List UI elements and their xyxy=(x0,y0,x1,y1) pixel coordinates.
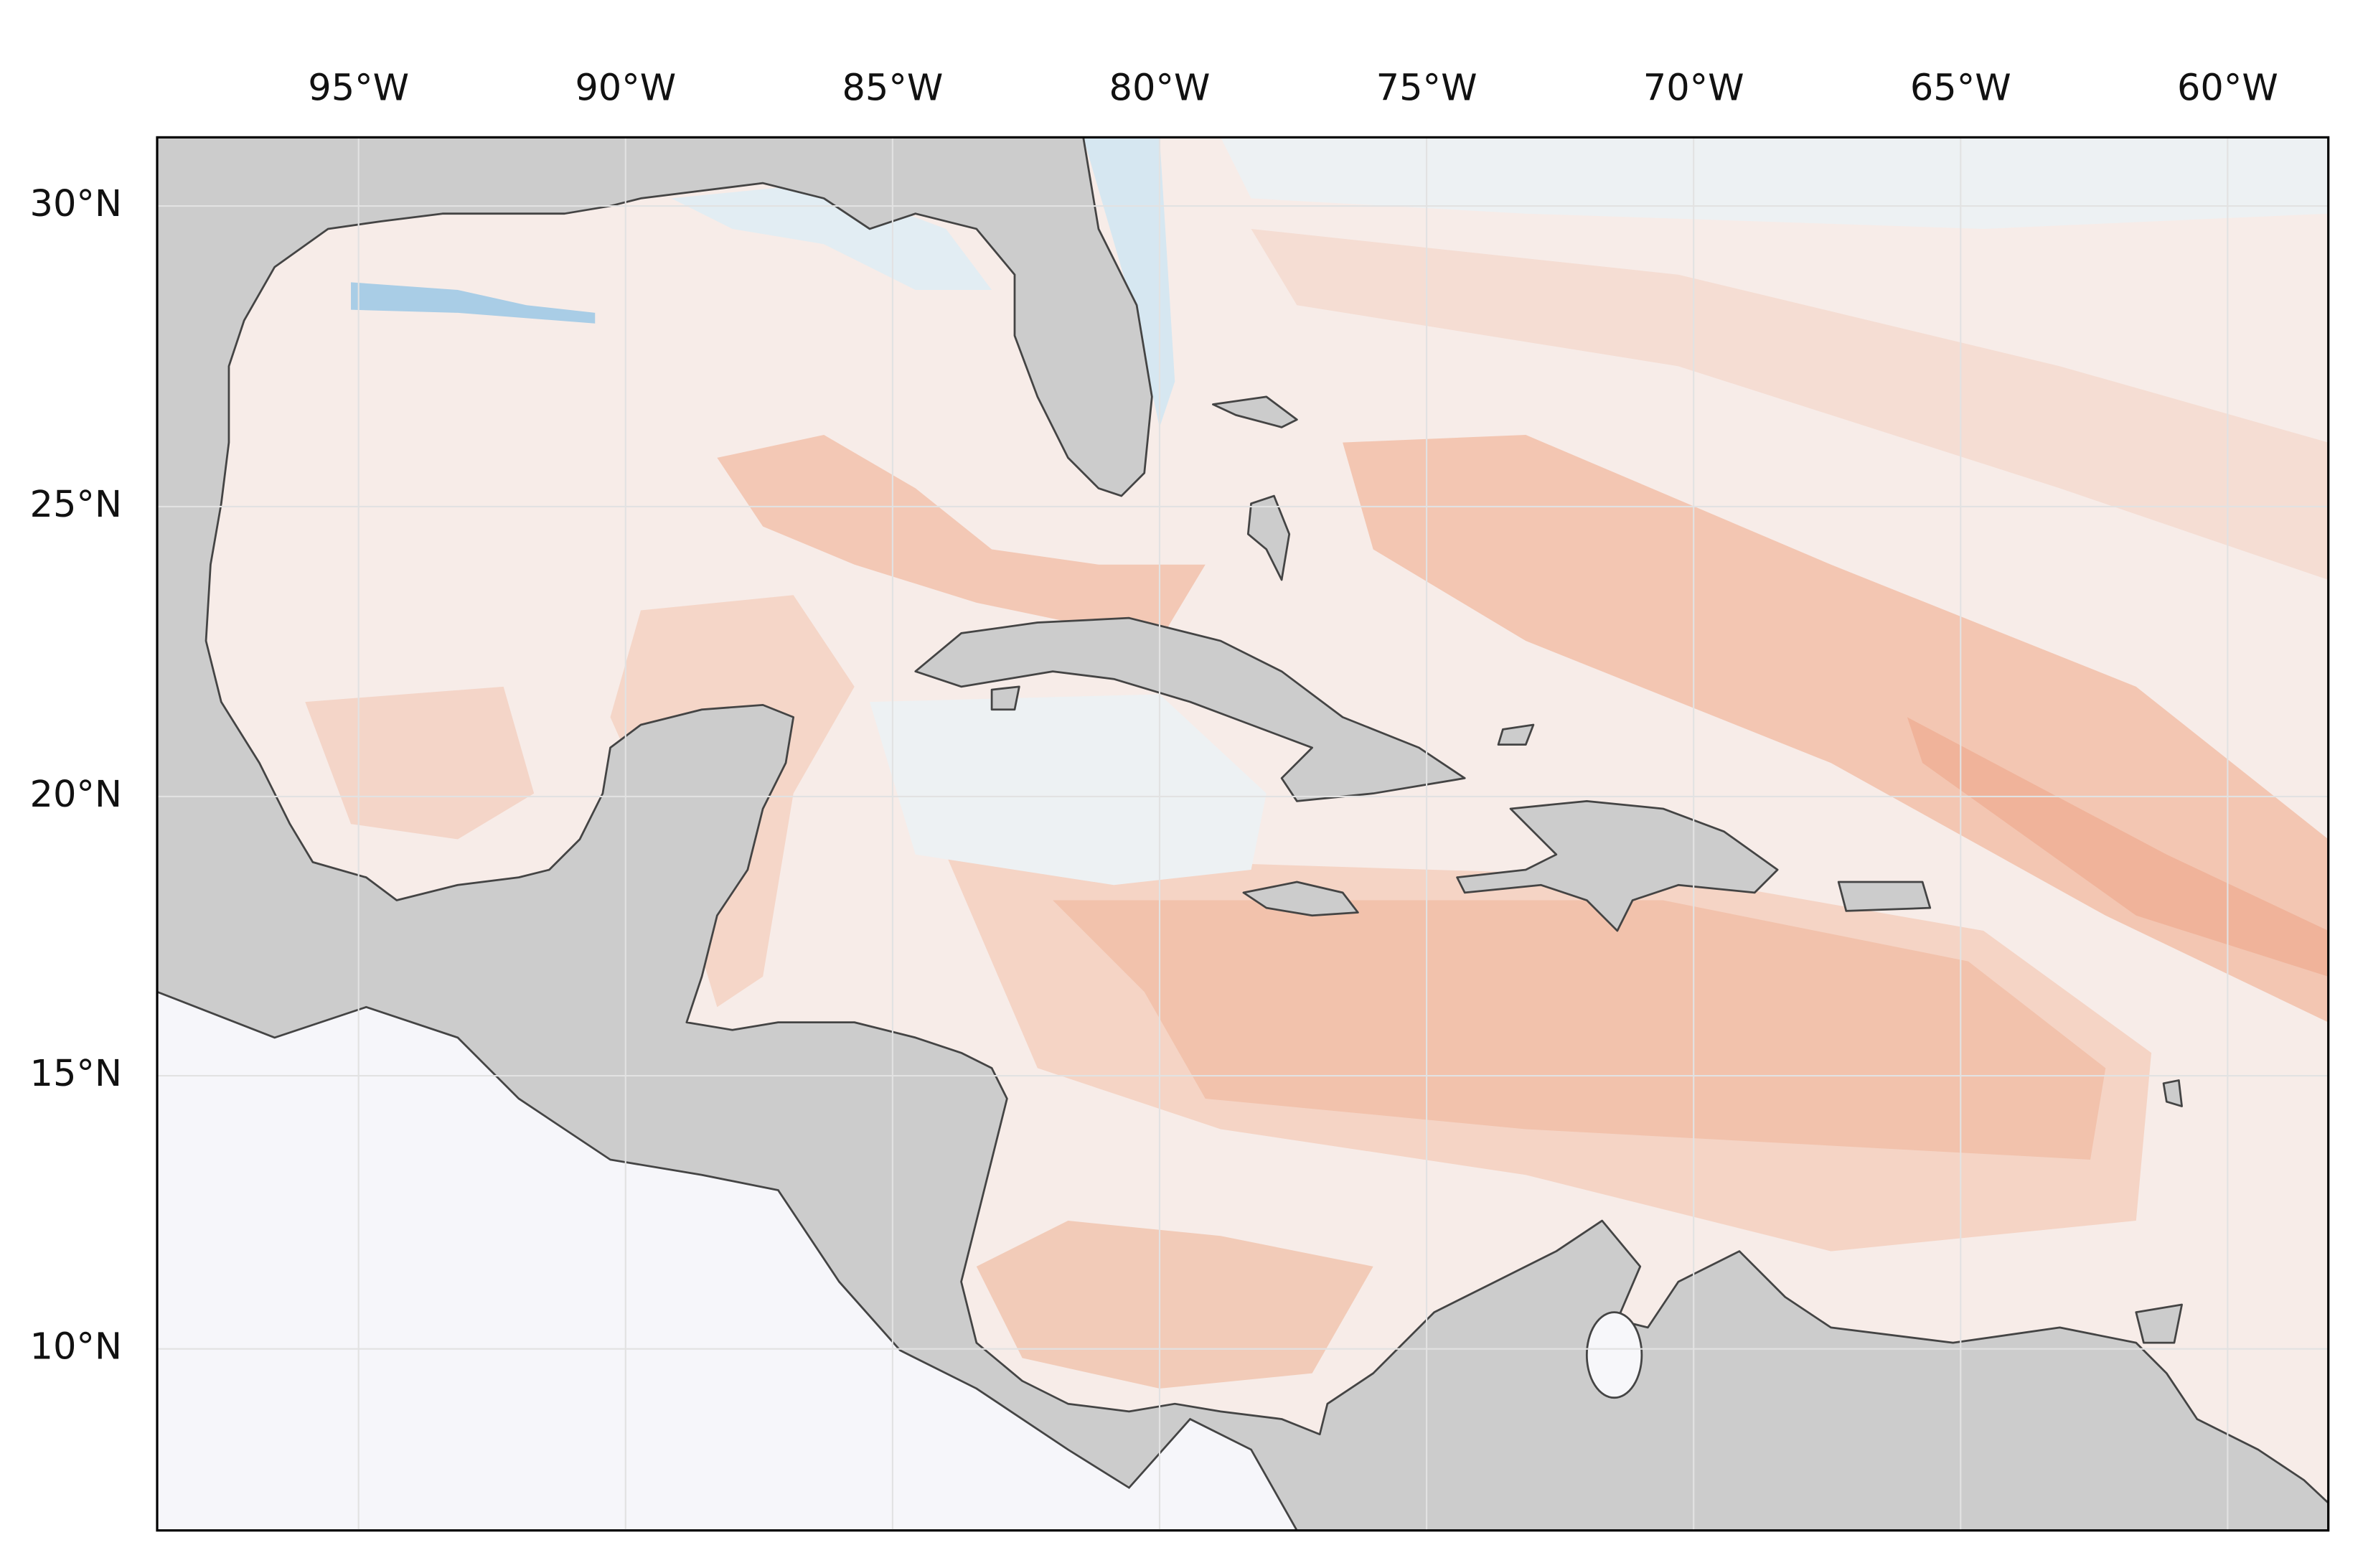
jamaica xyxy=(1242,881,1359,917)
frame xyxy=(156,136,2330,1532)
puerto-rico xyxy=(1837,881,1932,912)
lake xyxy=(1585,1311,1643,1399)
ocean-warm xyxy=(1907,717,2329,977)
latitude-label: 10°N xyxy=(30,1326,123,1369)
ocean-warm xyxy=(1053,900,2106,1160)
longitude-label: 60°W xyxy=(2177,67,2278,109)
longitude-label: 85°W xyxy=(842,67,943,109)
longitude-label: 70°W xyxy=(1643,67,1744,109)
longitude-label: 75°W xyxy=(1376,67,1477,109)
ocean-warm xyxy=(305,686,535,840)
island xyxy=(2162,1079,2183,1107)
pacific-ocean xyxy=(157,990,1298,1531)
map-area xyxy=(157,137,2329,1531)
ocean-cool xyxy=(351,282,596,324)
latitude-label: 15°N xyxy=(30,1053,123,1095)
ocean-cool xyxy=(1083,137,1175,428)
ocean-cool xyxy=(869,694,1267,886)
latitude-label: 30°N xyxy=(30,183,123,225)
loop-current xyxy=(717,435,1206,642)
longitude-label: 90°W xyxy=(575,67,676,109)
longitude-label: 80°W xyxy=(1109,67,1211,109)
island xyxy=(1497,723,1535,746)
longitude-label: 65°W xyxy=(1910,67,2011,109)
ocean-warm xyxy=(976,1221,1373,1389)
graticule xyxy=(157,137,2329,1531)
island xyxy=(1212,395,1298,428)
axis-labels: 95°W 90°W 85°W 80°W 75°W 70°W 65°W 60°W 30°N 25°N… xyxy=(30,67,2278,1368)
latitude-label: 25°N xyxy=(30,484,123,526)
island xyxy=(990,685,1020,711)
ocean-warm xyxy=(1251,228,2329,581)
latitude-label: 20°N xyxy=(30,774,123,816)
island xyxy=(1246,494,1291,581)
trinidad xyxy=(2135,1303,2183,1344)
longitude-label: 95°W xyxy=(308,67,409,109)
ocean-cool xyxy=(671,183,992,291)
